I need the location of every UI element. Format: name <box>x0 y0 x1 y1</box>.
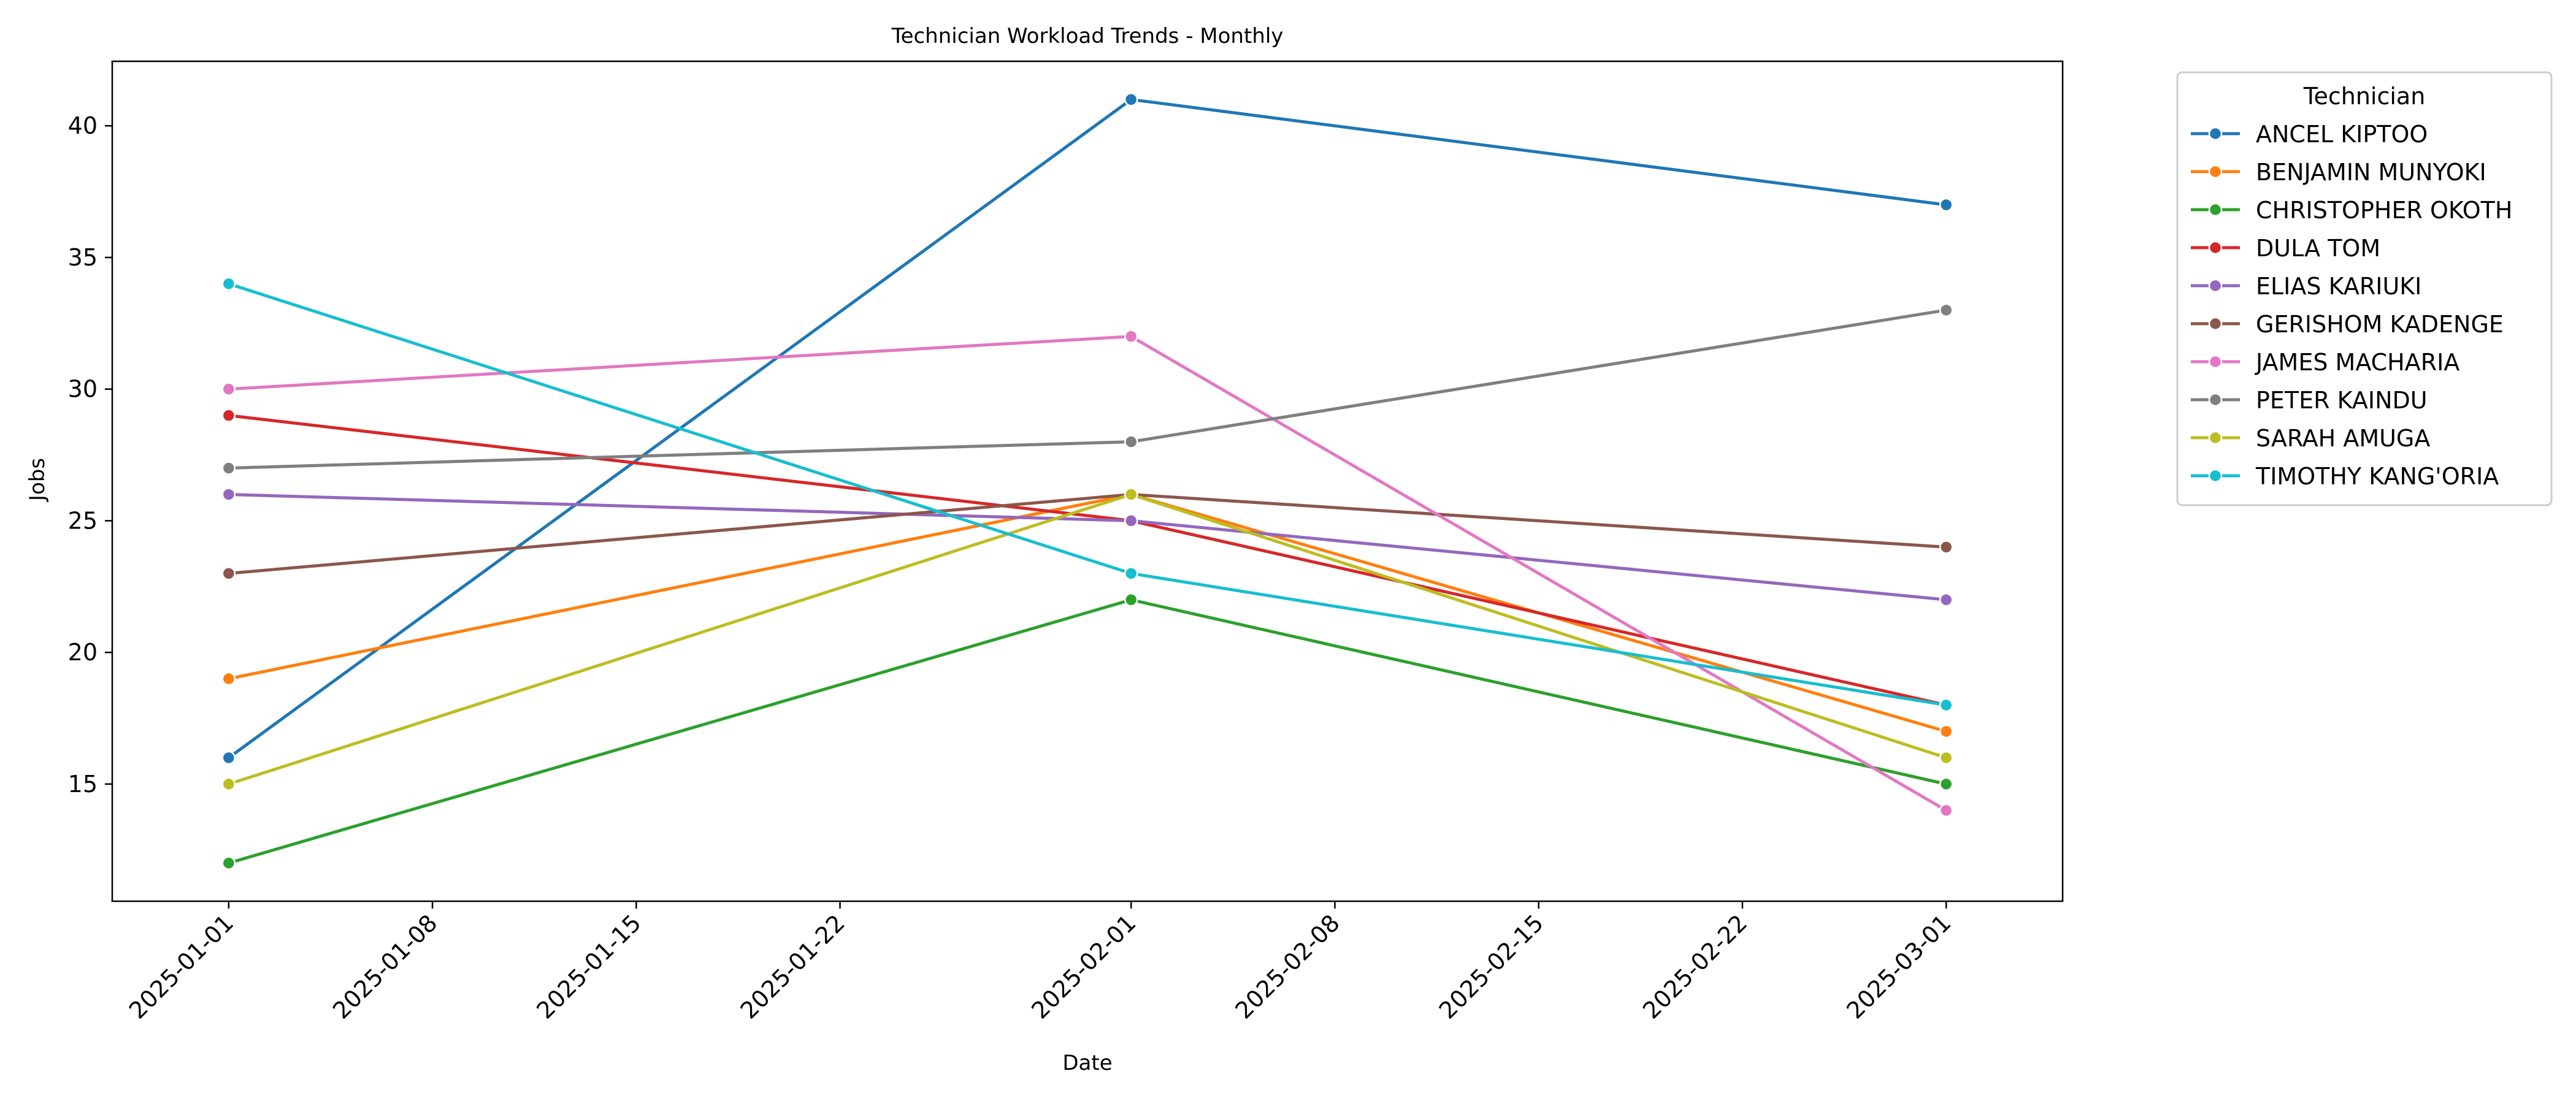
data-point <box>1939 777 1953 791</box>
legend-label: TIMOTHY KANG'ORIA <box>2255 463 2499 490</box>
x-tick-label: 2025-01-15 <box>531 909 646 1024</box>
data-point <box>1124 487 1138 502</box>
legend: Technician ANCEL KIPTOO BENJAMIN MUNYOKI C… <box>2176 71 2553 506</box>
data-point <box>1124 329 1138 344</box>
x-tick-label: 2025-01-08 <box>328 909 442 1024</box>
legend-marker <box>2208 278 2223 293</box>
data-point <box>1939 803 1953 818</box>
legend-entry-8: SARAH AMUGA <box>2191 425 2430 452</box>
y-tick-label: 25 <box>68 507 98 534</box>
y-tick-label: 30 <box>68 376 98 403</box>
data-point <box>221 408 236 422</box>
legend-entry-9: TIMOTHY KANG'ORIA <box>2191 463 2499 490</box>
legend-entry-6: JAMES MACHARIA <box>2191 349 2459 376</box>
plot-frame <box>111 60 2064 902</box>
series-layer <box>221 93 1953 870</box>
legend-entry-2: CHRISTOPHER OKOTH <box>2191 197 2512 224</box>
series-line <box>227 598 1948 865</box>
legend-title: Technician <box>2303 83 2426 110</box>
legend-label: SARAH AMUGA <box>2256 425 2430 452</box>
legend-label: PETER KAINDU <box>2256 387 2428 414</box>
data-point <box>221 566 236 581</box>
legend-label: GERISHOM KADENGE <box>2256 311 2504 338</box>
series-line <box>227 493 1948 575</box>
chart-title: Technician Workload Trends - Monthly <box>891 24 1284 48</box>
legend-label: BENJAMIN MUNYOKI <box>2256 159 2486 186</box>
legend-label: CHRISTOPHER OKOTH <box>2256 197 2512 224</box>
legend-entry-3: DULA TOM <box>2191 235 2380 262</box>
data-point <box>1124 435 1138 449</box>
legend-entry-4: ELIAS KARIUKI <box>2191 273 2421 300</box>
legend-marker <box>2208 392 2223 407</box>
data-point <box>1124 566 1138 581</box>
legend-marker <box>2208 202 2223 217</box>
data-point <box>1939 303 1953 318</box>
data-point <box>221 750 236 765</box>
legend-label: DULA TOM <box>2256 235 2380 262</box>
y-tick-label: 15 <box>68 771 98 798</box>
x-axis-label: Date <box>1062 1051 1112 1075</box>
legend-marker <box>2208 468 2223 483</box>
data-point <box>221 276 236 291</box>
series-4 <box>221 487 1953 607</box>
series-line <box>227 493 1948 786</box>
legend-frame <box>2176 71 2553 506</box>
data-point <box>1124 93 1138 107</box>
legend-marker <box>2208 240 2223 255</box>
x-tick-label: 2025-01-22 <box>735 909 850 1024</box>
data-point <box>1939 724 1953 739</box>
x-tick-label: 2025-03-01 <box>1841 909 1956 1024</box>
series-line <box>227 493 1948 601</box>
y-tick-label: 40 <box>68 112 98 139</box>
data-point <box>221 487 236 502</box>
data-point <box>221 856 236 870</box>
data-point <box>1124 593 1138 607</box>
series-6 <box>221 329 1953 818</box>
x-tick-label: 2025-02-15 <box>1434 909 1549 1024</box>
legend-entry-7: PETER KAINDU <box>2191 387 2428 414</box>
legend-marker <box>2208 430 2223 445</box>
legend-label: ANCEL KIPTOO <box>2256 121 2428 148</box>
legend-entry-1: BENJAMIN MUNYOKI <box>2191 159 2486 186</box>
legend-marker <box>2208 354 2223 369</box>
y-tick-label: 35 <box>68 244 98 271</box>
data-point <box>1939 698 1953 712</box>
data-point <box>1124 514 1138 528</box>
data-point <box>1939 197 1953 212</box>
data-point <box>1939 593 1953 607</box>
legend-marker <box>2208 316 2223 331</box>
data-point <box>221 461 236 475</box>
data-point <box>221 671 236 686</box>
y-tick-label: 20 <box>68 639 98 666</box>
series-9 <box>221 276 1953 712</box>
series-line <box>227 282 1948 707</box>
series-2 <box>221 593 1953 870</box>
legend-label: JAMES MACHARIA <box>2255 349 2459 376</box>
axes-layer: 15 20 25 30 35 40 2025-01-01 2025-01-08 2025-01-… <box>68 60 2064 1024</box>
data-point <box>1939 750 1953 765</box>
series-7 <box>221 303 1953 475</box>
data-point <box>221 777 236 791</box>
x-tick-label: 2025-02-08 <box>1230 909 1345 1024</box>
x-tick-label: 2025-01-01 <box>124 909 239 1024</box>
series-0 <box>221 93 1953 765</box>
legend-marker <box>2208 126 2223 141</box>
x-tick-label: 2025-02-22 <box>1638 909 1752 1024</box>
legend-entry-5: GERISHOM KADENGE <box>2191 311 2504 338</box>
x-tick-label: 2025-02-01 <box>1026 909 1141 1024</box>
legend-marker <box>2208 164 2223 179</box>
data-point <box>221 382 236 396</box>
legend-entry-0: ANCEL KIPTOO <box>2191 121 2428 148</box>
legend-label: ELIAS KARIUKI <box>2256 273 2421 300</box>
data-point <box>1939 540 1953 554</box>
y-axis-label: Jobs <box>25 458 50 502</box>
series-8 <box>221 487 1953 791</box>
